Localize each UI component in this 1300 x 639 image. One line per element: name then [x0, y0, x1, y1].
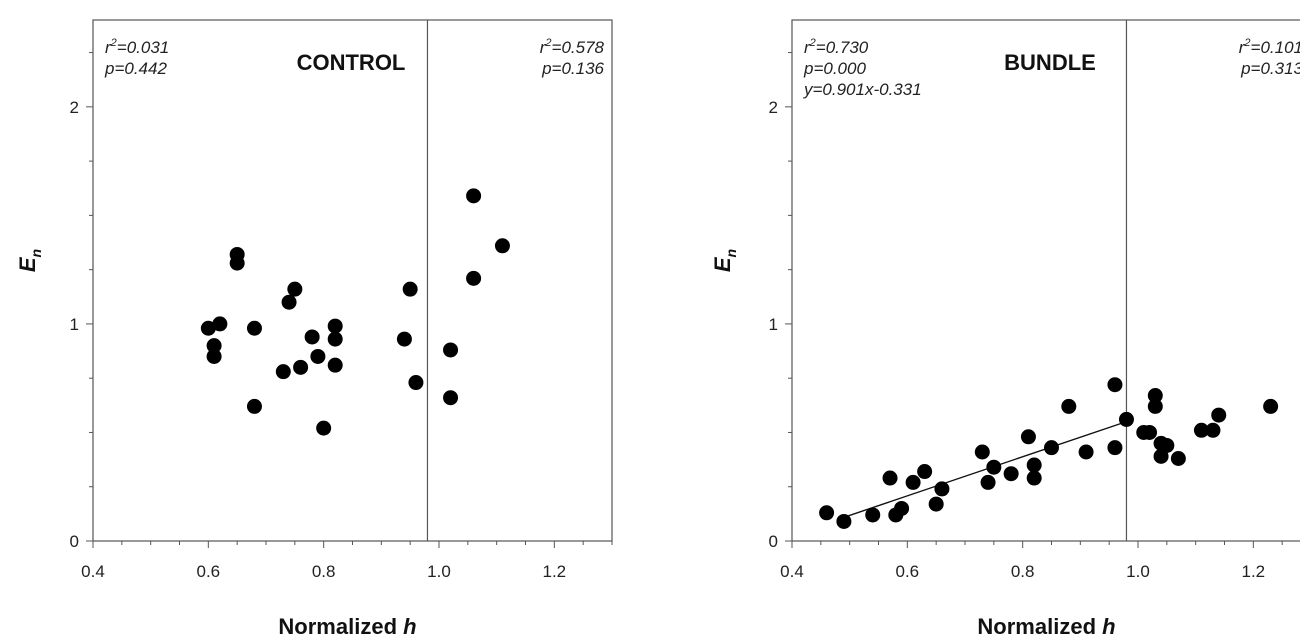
data-point [905, 474, 921, 490]
data-point [1159, 437, 1175, 453]
data-point [1205, 422, 1221, 438]
data-point [281, 294, 297, 310]
data-point [934, 481, 950, 497]
data-point [275, 364, 291, 380]
x-axis-title: Normalized h [977, 614, 1115, 639]
x-tick-label: 1.0 [1126, 562, 1150, 581]
data-point [865, 507, 881, 523]
data-point [327, 331, 343, 347]
data-point [1044, 440, 1059, 456]
panel-title: CONTROL [297, 50, 406, 75]
data-point [327, 357, 343, 373]
data-point [494, 238, 510, 254]
data-point [206, 338, 222, 354]
data-point [882, 470, 898, 486]
data-point [1211, 407, 1227, 423]
x-tick-label: 0.6 [896, 562, 920, 581]
data-point [396, 331, 412, 347]
panel-bundle: 0.4 0.6 0.8 1.0 1.2 0 1 2 Normalized h En BUNDLE r2… [710, 19, 1300, 639]
x-tick-label: 0.4 [780, 562, 804, 581]
x-tick-label: 1.2 [1242, 562, 1266, 581]
data-point [986, 459, 1002, 475]
data-point [310, 348, 326, 364]
data-point [229, 255, 245, 271]
data-point [408, 375, 424, 391]
stat-left-1: p=0.000 [803, 59, 866, 78]
data-point [466, 270, 482, 286]
y-tick-label: 2 [769, 98, 778, 117]
data-point [327, 318, 343, 334]
x-tick-label: 1.2 [543, 562, 567, 581]
stat-left-0: r2=0.730 [804, 37, 869, 57]
data-point [1142, 424, 1158, 440]
data-point [1026, 470, 1042, 486]
data-point [894, 500, 910, 516]
panel-title: BUNDLE [1004, 50, 1096, 75]
data-point [1193, 422, 1209, 438]
data-point [246, 320, 262, 336]
stat-left-0: r2=0.031 [105, 37, 169, 57]
data-point [980, 474, 996, 490]
data-point [1118, 411, 1134, 427]
data-point [836, 513, 852, 529]
data-point [246, 398, 262, 414]
y-axis-title: En [710, 249, 739, 272]
stat-right-0: r2=0.578 [540, 37, 605, 57]
data-point [1147, 398, 1163, 414]
data-point [466, 188, 482, 204]
data-point [1020, 429, 1036, 445]
data-point [1107, 440, 1123, 456]
data-point [928, 496, 944, 512]
data-point [293, 359, 309, 375]
data-point [304, 329, 320, 345]
stat-right-1: p=0.313 [1240, 59, 1300, 78]
data-point [1003, 466, 1019, 482]
data-point [1061, 398, 1077, 414]
y-tick-label: 0 [70, 532, 79, 551]
data-point [1078, 444, 1094, 460]
data-point [1147, 388, 1163, 404]
y-tick-label: 2 [70, 98, 79, 117]
y-tick-label: 1 [769, 315, 778, 334]
data-point [206, 348, 222, 364]
stat-right-1: p=0.136 [541, 59, 604, 78]
x-tick-label: 1.0 [427, 562, 451, 581]
x-tick-label: 0.8 [312, 562, 336, 581]
x-axis-title: Normalized h [278, 614, 416, 639]
data-point [212, 316, 228, 332]
regression-line [837, 420, 1127, 520]
y-tick-label: 0 [769, 532, 778, 551]
data-point [1170, 451, 1186, 467]
data-point [402, 281, 418, 297]
data-point [443, 342, 459, 358]
data-point [917, 464, 933, 480]
data-point [1107, 377, 1123, 393]
data-point [974, 444, 990, 460]
x-tick-label: 0.4 [81, 562, 105, 581]
y-tick-label: 1 [70, 315, 79, 334]
data-point [1026, 457, 1042, 473]
data-point [200, 320, 216, 336]
x-tick-label: 0.6 [197, 562, 221, 581]
data-point [316, 420, 332, 436]
stat-left-2: y=0.901x-0.331 [803, 80, 922, 99]
stat-right-0: r2=0.101 [1239, 37, 1300, 57]
stat-left-1: p=0.442 [104, 59, 167, 78]
x-tick-label: 0.8 [1011, 562, 1035, 581]
data-point [1263, 398, 1279, 414]
data-point [443, 390, 459, 406]
y-axis-title: En [15, 249, 44, 272]
data-point [819, 505, 835, 521]
panel-control: 0.4 0.6 0.8 1.0 1.2 0 1 2 Normalized h En CONTROL r… [15, 19, 613, 639]
data-point [287, 281, 303, 297]
